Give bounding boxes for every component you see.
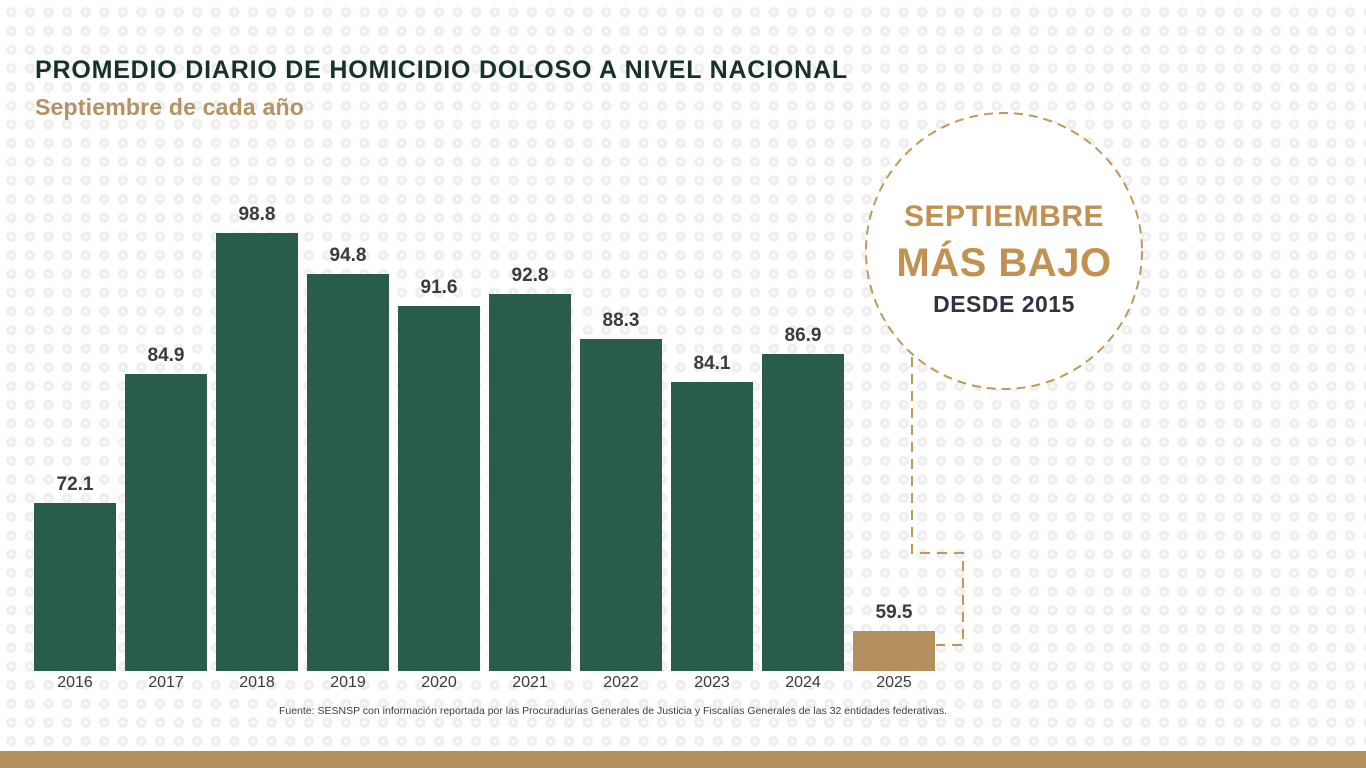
page-subtitle: Septiembre de cada año — [35, 94, 304, 120]
bar-year-label: 2023 — [694, 674, 730, 691]
bar-2024: 86.9 2024 — [762, 200, 844, 691]
annotation-line-1: SEPTIEMBRE — [903, 200, 1105, 233]
bar-2016: 72.1 2016 — [34, 200, 116, 691]
bar-rect — [671, 381, 753, 671]
bar-year-label: 2021 — [512, 674, 548, 691]
bar-value-label: 98.8 — [238, 204, 276, 226]
bar-value-label: 84.9 — [147, 344, 185, 366]
bar-2021: 92.8 2021 — [489, 200, 571, 691]
annotation-line-2: MÁS BAJO — [896, 241, 1112, 285]
bar-year-label: 2025 — [876, 674, 912, 691]
bar-year-label: 2020 — [421, 674, 457, 691]
bar-2017: 84.9 2017 — [125, 200, 207, 691]
page-title: PROMEDIO DIARIO DE HOMICIDIO DOLOSO A NI… — [35, 56, 848, 84]
bar-2018: 98.8 2018 — [216, 200, 298, 691]
bar-value-label: 86.9 — [784, 324, 822, 346]
bar-year-label: 2024 — [785, 674, 821, 691]
bar-2020: 91.6 2020 — [398, 200, 480, 691]
bar-chart: 72.1 2016 84.9 2017 98.8 2018 94.8 2019 91.6 2020… — [34, 200, 935, 691]
bar-rect — [489, 293, 571, 671]
bar-value-label: 72.1 — [56, 474, 94, 496]
bar-value-label: 92.8 — [511, 264, 549, 286]
bar-rect — [580, 339, 662, 671]
bar-rect — [398, 306, 480, 671]
bar-rect — [216, 233, 298, 671]
bar-year-label: 2016 — [57, 674, 93, 691]
bar-year-label: 2019 — [330, 674, 366, 691]
bar-2023: 84.1 2023 — [671, 200, 753, 691]
bar-rect — [125, 373, 207, 671]
annotation-text-block: SEPTIEMBRE MÁS BAJO DESDE 2015 — [866, 113, 1142, 389]
bar-value-label: 84.1 — [693, 352, 731, 374]
bar-value-label: 88.3 — [602, 310, 640, 332]
bar-value-label: 59.5 — [875, 601, 913, 623]
bar-rect — [307, 273, 389, 671]
bar-2022: 88.3 2022 — [580, 200, 662, 691]
bar-rect — [34, 503, 116, 671]
bar-2019: 94.8 2019 — [307, 200, 389, 691]
annotation-line-3: DESDE 2015 — [933, 291, 1075, 317]
bar-value-label: 94.8 — [329, 244, 367, 266]
bar-rect — [762, 353, 844, 671]
bar-year-label: 2017 — [148, 674, 184, 691]
bottom-accent-bar — [0, 751, 1366, 768]
source-footnote: Fuente: SESNSP con información reportada… — [278, 705, 948, 717]
bar-rect — [853, 630, 935, 671]
bar-year-label: 2018 — [239, 674, 275, 691]
bar-value-label: 91.6 — [420, 277, 458, 298]
bar-year-label: 2022 — [603, 674, 639, 691]
